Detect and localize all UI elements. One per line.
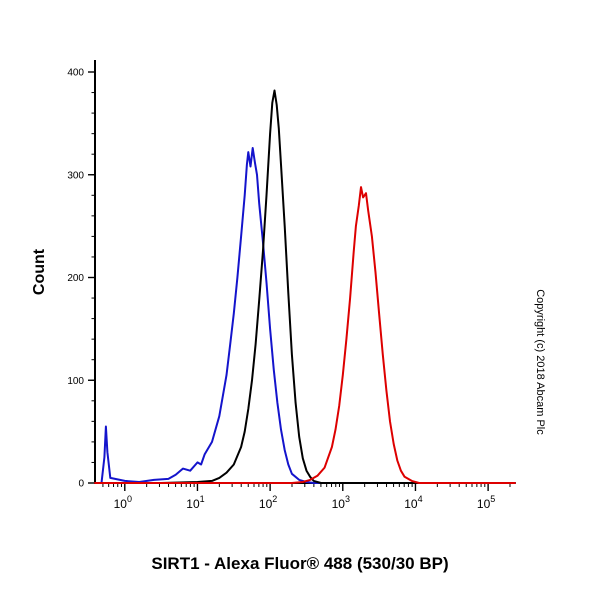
x-tick-label: 105 [477,494,495,511]
axes [94,60,515,484]
y-axis-ticks: 0 100 200 300 400 [67,68,95,490]
chart-title: SIRT1 - Alexa Fluor® 488 (530/30 BP) [151,554,449,573]
x-tick-label: 104 [404,494,422,511]
curve-black [94,89,516,484]
histogram-curves [94,89,516,484]
x-tick-label: 100 [114,494,132,511]
x-axis-ticks: 100 101 102 103 104 105 [102,483,511,511]
x-tick-label: 103 [332,494,350,511]
curve-blue [94,147,516,484]
curve-red [94,186,516,484]
y-tick-label: 0 [78,479,84,490]
y-tick-label: 400 [67,68,84,79]
y-tick-label: 300 [67,170,84,181]
y-axis-label: Count [31,248,48,296]
y-tick-label: 200 [67,273,84,284]
y-tick-label: 100 [67,376,84,387]
x-tick-label: 101 [186,494,204,511]
x-tick-label: 102 [259,494,277,511]
copyright-text: Copyright (c) 2018 Abcam Plc [534,289,546,435]
